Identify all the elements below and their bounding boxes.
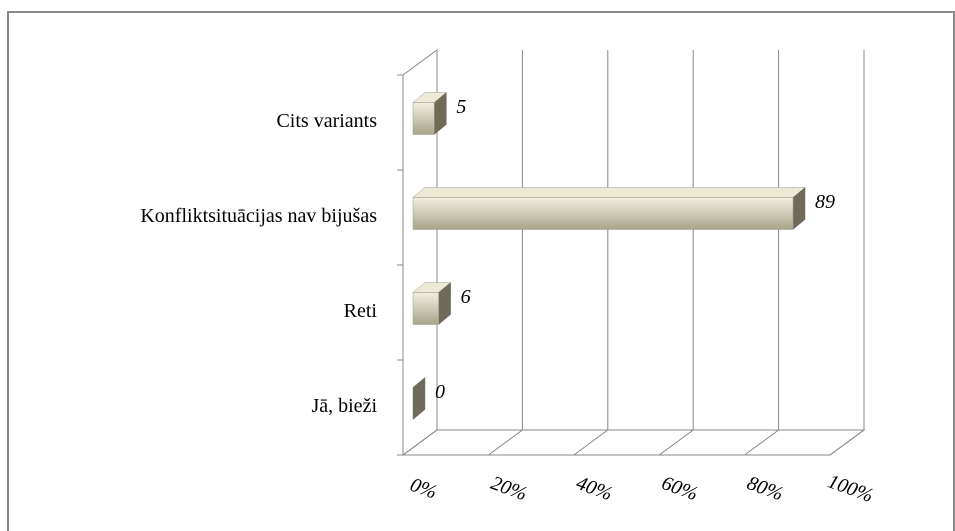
value-label: 5: [456, 96, 466, 118]
separators: [397, 74, 403, 456]
bar-front: [412, 292, 439, 325]
bar-front: [412, 197, 794, 230]
bar: [412, 281, 452, 326]
bar: [412, 376, 426, 421]
grid-line: [488, 50, 523, 456]
grid-line: [829, 50, 865, 456]
category-label: Jā, bieži: [311, 395, 377, 417]
grid-line: [744, 50, 780, 456]
bar-side: [412, 376, 426, 421]
value-label: 0: [435, 381, 445, 403]
grid-line: [573, 50, 609, 456]
value-label: 89: [815, 191, 835, 213]
bar: [412, 186, 806, 231]
floor: [401, 429, 866, 456]
category-label: Cits variants: [276, 110, 377, 132]
grid-line: [402, 50, 438, 456]
category-label: Konfliktsituācijas nav bijušas: [140, 205, 377, 227]
bar: [412, 91, 448, 136]
bar-front: [412, 102, 435, 135]
grid-line: [658, 50, 694, 456]
value-label: 6: [461, 286, 471, 308]
bar-top: [412, 187, 806, 198]
category-label: Reti: [344, 300, 378, 322]
